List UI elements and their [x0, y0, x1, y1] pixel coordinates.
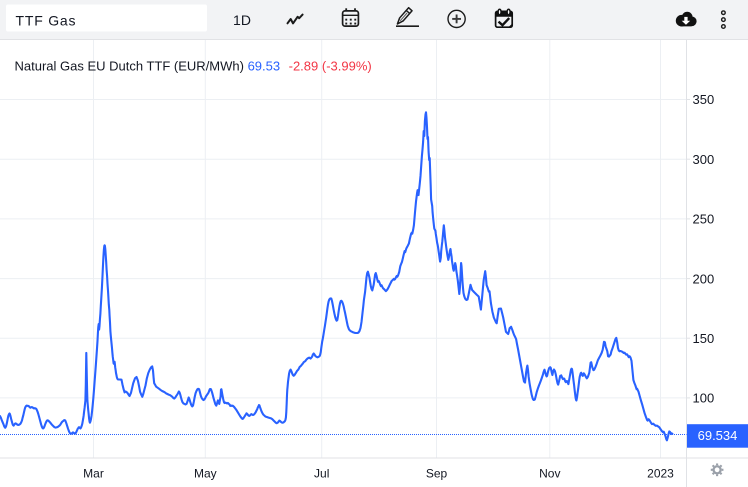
svg-text:350: 350 [693, 92, 715, 107]
svg-text:TTF Gas: TTF Gas [16, 12, 77, 28]
svg-text:Jul: Jul [314, 467, 329, 481]
svg-text:2023: 2023 [647, 467, 674, 481]
svg-text:150: 150 [693, 331, 715, 346]
svg-text:Nov: Nov [539, 467, 560, 481]
svg-text:Natural Gas EU Dutch TTF (EUR/: Natural Gas EU Dutch TTF (EUR/MWh) 69.53… [15, 59, 372, 74]
svg-text:69.534: 69.534 [698, 428, 738, 443]
svg-text:May: May [194, 467, 217, 481]
svg-text:100: 100 [693, 391, 715, 406]
svg-text:200: 200 [693, 271, 715, 286]
svg-text:1D: 1D [233, 12, 251, 28]
svg-text:300: 300 [693, 152, 715, 167]
svg-text:Sep: Sep [426, 467, 448, 481]
svg-text:Mar: Mar [83, 467, 104, 481]
svg-text:250: 250 [693, 212, 715, 227]
